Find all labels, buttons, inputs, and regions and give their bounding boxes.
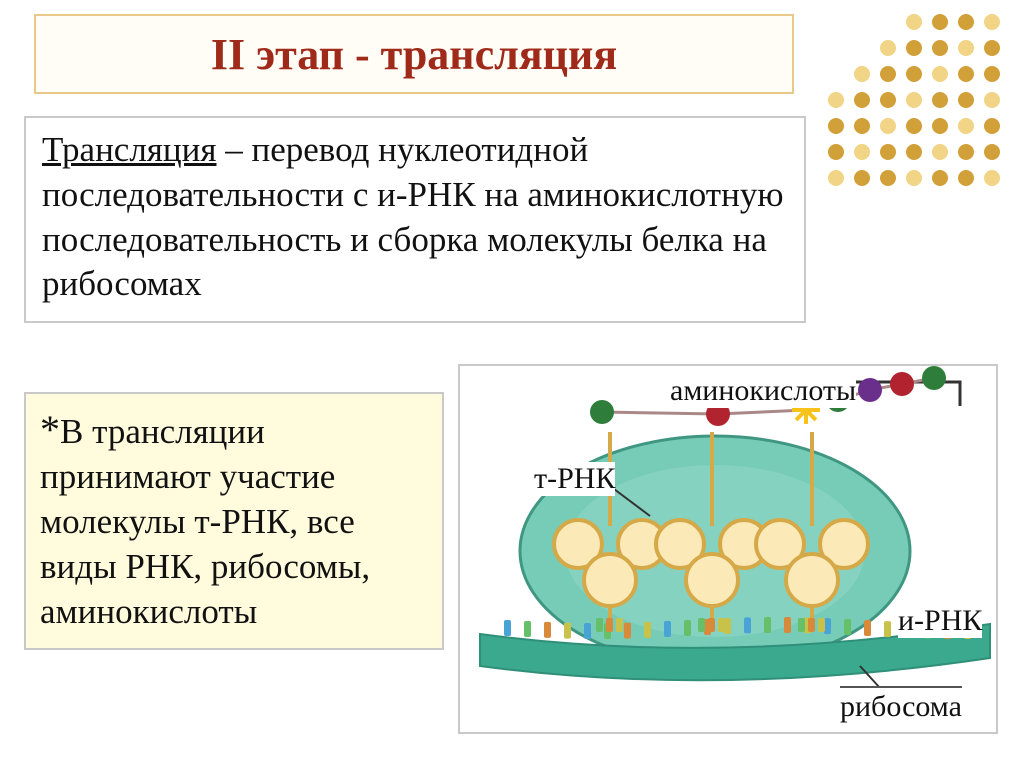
label-ribosome: рибосома xyxy=(840,686,962,724)
diagram-panel: аминокислоты т-РНК и-РНК рибосома xyxy=(458,364,998,734)
label-trna: т-РНК xyxy=(534,462,615,496)
title-panel: II этап - трансляция xyxy=(34,14,794,94)
label-mrna: и-РНК xyxy=(898,604,982,638)
note-body: В трансляции принимают участие молекулы … xyxy=(40,412,370,631)
page-title: II этап - трансляция xyxy=(211,29,617,80)
definition-text: Трансляция – перевод нуклеотидной послед… xyxy=(42,128,788,307)
definition-panel: Трансляция – перевод нуклеотидной послед… xyxy=(24,116,806,323)
note-panel: *В трансляции принимают участие молекулы… xyxy=(24,392,444,650)
dot-grid-icon xyxy=(824,10,1014,200)
note-text: *В трансляции принимают участие молекулы… xyxy=(40,404,428,634)
translation-diagram xyxy=(460,366,1000,736)
note-star: * xyxy=(40,407,60,452)
definition-term: Трансляция xyxy=(42,130,216,169)
label-amino: аминокислоты xyxy=(670,374,856,408)
